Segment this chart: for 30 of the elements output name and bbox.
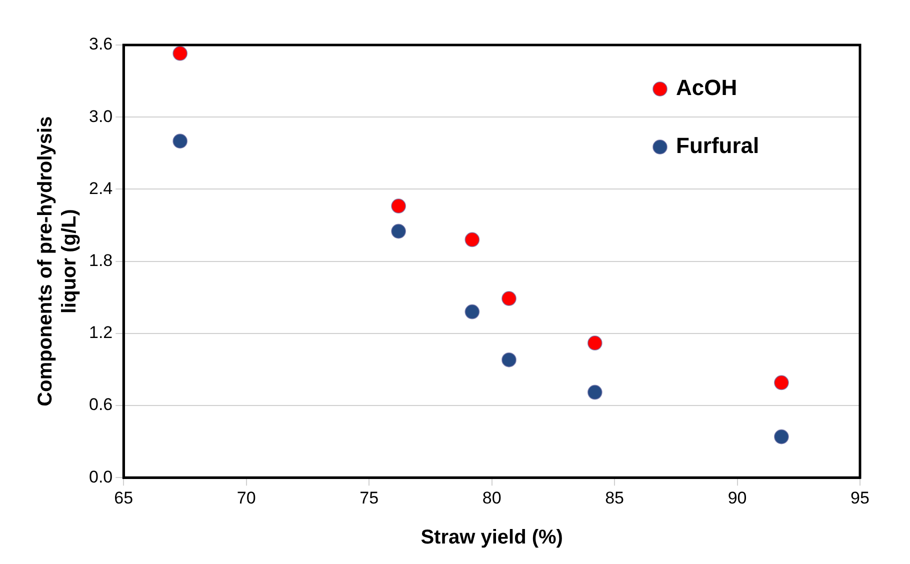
- point: [587, 384, 602, 400]
- point: [502, 291, 516, 306]
- point: [391, 198, 406, 214]
- point: [172, 134, 188, 149]
- point: [464, 304, 480, 320]
- point: [464, 232, 480, 248]
- point: [172, 46, 188, 61]
- y-tick-label: 2.4: [88, 178, 113, 198]
- x-tick-label: 85: [605, 488, 624, 508]
- y-tick-label: 0.6: [88, 395, 113, 414]
- y-tick-label: 1.2: [88, 323, 113, 342]
- x-tick-label: 90: [728, 488, 747, 508]
- point: [391, 224, 406, 239]
- x-tick-label: 95: [850, 488, 870, 508]
- y-tick-label: 0.0: [88, 467, 113, 486]
- legend-label: AcOH: [676, 75, 738, 100]
- y-tick-label: 3.0: [88, 106, 113, 126]
- x-axis-title: Straw yield (%): [420, 526, 563, 549]
- point: [774, 429, 789, 444]
- x-tick-label: 70: [236, 488, 256, 508]
- x-tick-label: 75: [360, 488, 379, 508]
- y-tick-label: 3.6: [88, 34, 113, 54]
- x-tick-label: 65: [114, 488, 134, 508]
- y-axis-title: Components of pre-hydrolysis liquor (g/L): [34, 116, 81, 406]
- point: [774, 375, 789, 390]
- point: [502, 352, 516, 368]
- x-tick-label: 80: [482, 488, 502, 508]
- legend-label: Furfural: [676, 133, 760, 158]
- point: [587, 336, 602, 351]
- y-tick-label: 1.8: [88, 250, 113, 270]
